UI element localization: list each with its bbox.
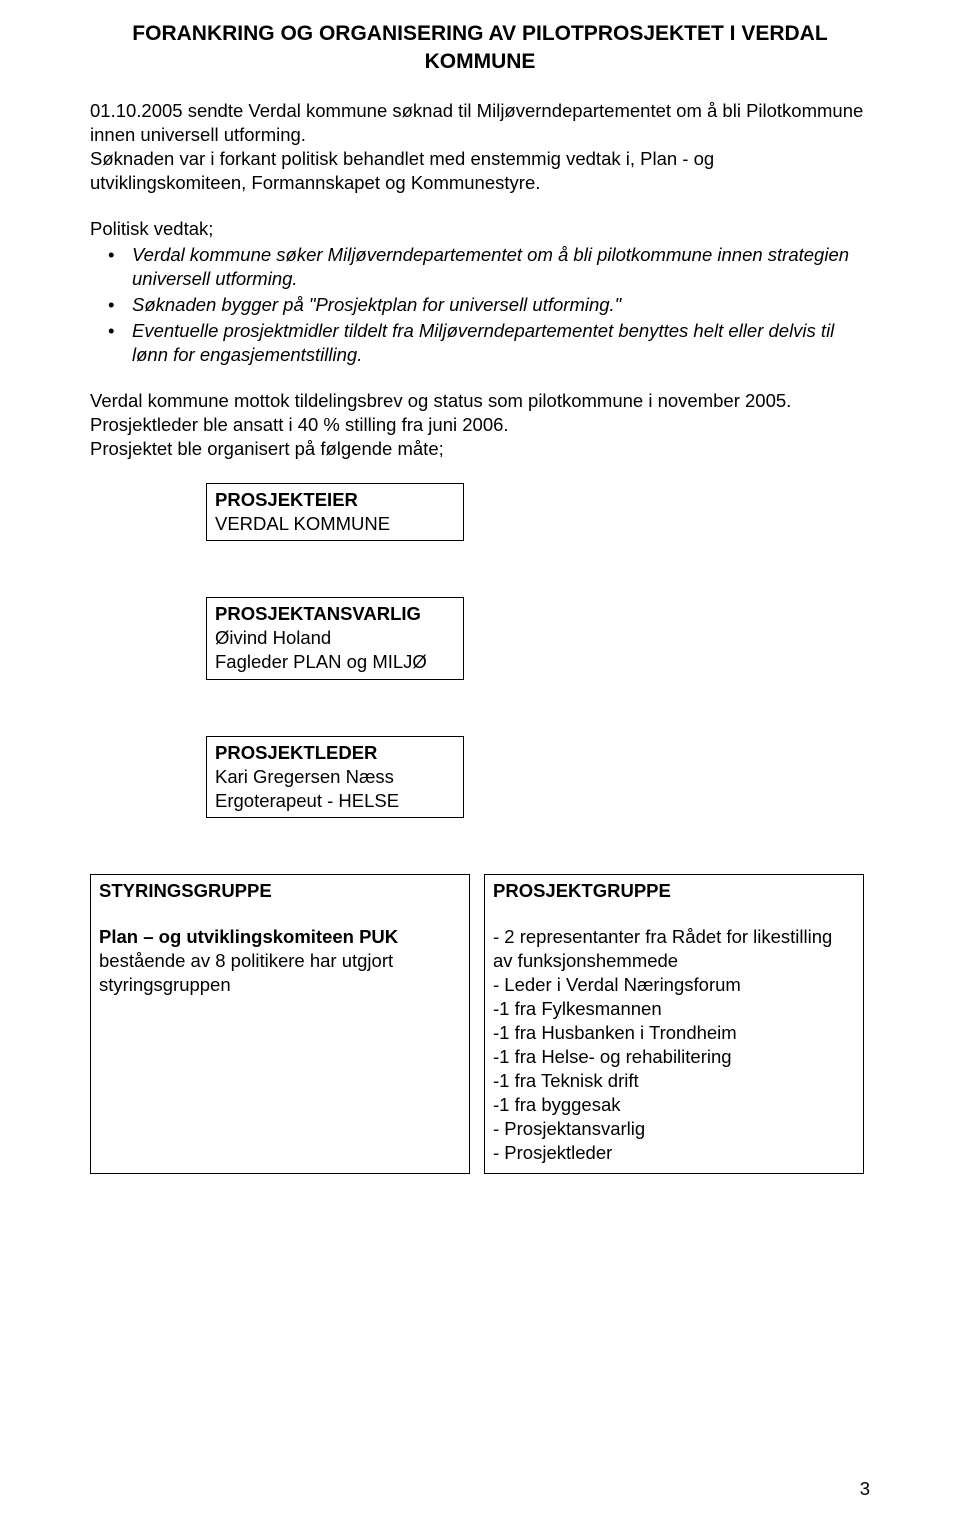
gruppe-item: -1 fra Teknisk drift	[493, 1069, 855, 1093]
gruppe-item: - Leder i Verdal Næringsforum	[493, 973, 855, 997]
paragraph-3c: Prosjektet ble organisert på følgende må…	[90, 438, 444, 459]
box-prosjektgruppe: PROSJEKTGRUPPE - 2 representanter fra Rå…	[484, 874, 864, 1175]
paragraph-3: Verdal kommune mottok tildelingsbrev og …	[90, 389, 870, 461]
box-prosjektleder-line1: Kari Gregersen Næss	[215, 765, 455, 789]
styring-sub-bold: Plan – og utviklingskomiteen PUK	[99, 926, 398, 947]
box-prosjektansvarlig-label: PROSJEKTANSVARLIG	[215, 602, 455, 626]
paragraph-1a: 01.10.2005 sendte Verdal kommune søknad …	[90, 100, 863, 145]
box-prosjektansvarlig-line2: Fagleder PLAN og MILJØ	[215, 650, 455, 674]
gruppe-item: -1 fra Helse- og rehabilitering	[493, 1045, 855, 1069]
box-prosjekteier-line1: VERDAL KOMMUNE	[215, 512, 455, 536]
box-prosjektansvarlig: PROSJEKTANSVARLIG Øivind Holand Fagleder…	[206, 597, 464, 679]
vedtak-item: Søknaden bygger på "Prosjektplan for uni…	[90, 293, 870, 317]
gruppe-item: -1 fra Husbanken i Trondheim	[493, 1021, 855, 1045]
gruppe-item: -1 fra byggesak	[493, 1093, 855, 1117]
box-styringsgruppe: STYRINGSGRUPPE Plan – og utviklingskomit…	[90, 874, 470, 1175]
gruppe-item: - 2 representanter fra Rådet for likesti…	[493, 925, 855, 973]
box-prosjektleder-line2: Ergoterapeut - HELSE	[215, 789, 455, 813]
gruppe-item: -1 fra Fylkesmannen	[493, 997, 855, 1021]
two-column-boxes: STYRINGSGRUPPE Plan – og utviklingskomit…	[90, 874, 870, 1175]
box-styringsgruppe-label: STYRINGSGRUPPE	[99, 879, 461, 903]
box-prosjekteier: PROSJEKTEIER VERDAL KOMMUNE	[206, 483, 464, 541]
paragraph-1: 01.10.2005 sendte Verdal kommune søknad …	[90, 99, 870, 195]
gruppe-item: - Prosjektansvarlig	[493, 1117, 855, 1141]
box-prosjektansvarlig-line1: Øivind Holand	[215, 626, 455, 650]
vedtak-list: Politisk vedtak; Verdal kommune søker Mi…	[90, 217, 870, 367]
box-prosjektgruppe-label: PROSJEKTGRUPPE	[493, 879, 855, 903]
paragraph-3b: Prosjektleder ble ansatt i 40 % stilling…	[90, 414, 509, 435]
page-title: FORANKRING OG ORGANISERING AV PILOTPROSJ…	[90, 20, 870, 77]
styring-sub-text: bestående av 8 politikere har utgjort st…	[99, 950, 393, 995]
vedtak-lead: Politisk vedtak;	[90, 217, 870, 241]
box-prosjekteier-label: PROSJEKTEIER	[215, 488, 455, 512]
vedtak-item: Eventuelle prosjektmidler tildelt fra Mi…	[90, 319, 870, 367]
vedtak-item: Verdal kommune søker Miljøverndepartemen…	[90, 243, 870, 291]
box-prosjektleder: PROSJEKTLEDER Kari Gregersen Næss Ergote…	[206, 736, 464, 818]
box-prosjektleder-label: PROSJEKTLEDER	[215, 741, 455, 765]
paragraph-1b: Søknaden var i forkant politisk behandle…	[90, 148, 714, 193]
paragraph-3a: Verdal kommune mottok tildelingsbrev og …	[90, 390, 791, 411]
gruppe-item: - Prosjektleder	[493, 1141, 855, 1165]
page-number: 3	[860, 1478, 870, 1500]
